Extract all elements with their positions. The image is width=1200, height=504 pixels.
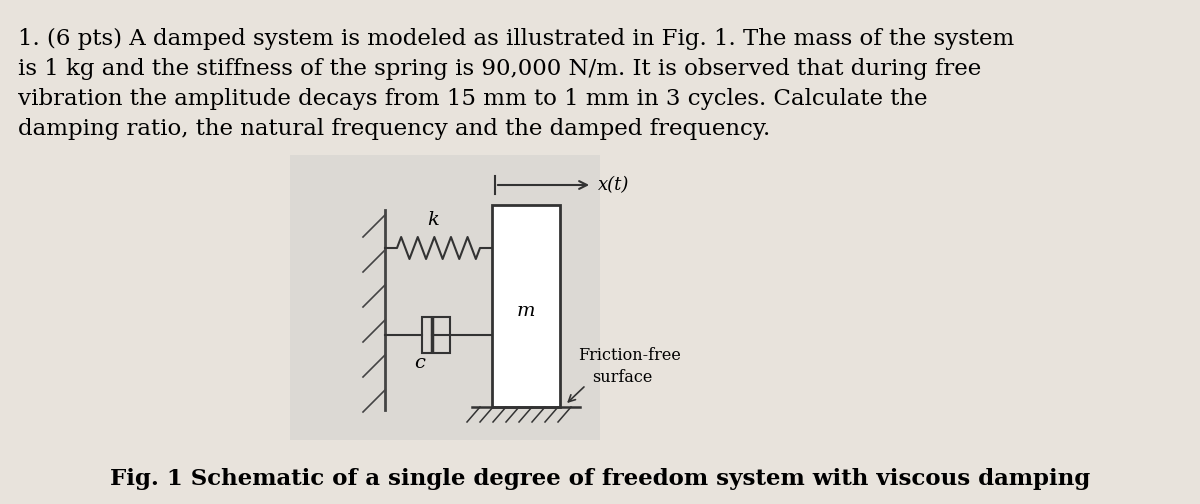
Text: 1. (6 pts) A damped system is modeled as illustrated in Fig. 1. The mass of the : 1. (6 pts) A damped system is modeled as…	[18, 28, 1014, 50]
Text: surface: surface	[592, 368, 653, 386]
Text: x(t): x(t)	[598, 176, 629, 194]
Text: c: c	[414, 354, 425, 372]
Text: Fig. 1 Schematic of a single degree of freedom system with viscous damping: Fig. 1 Schematic of a single degree of f…	[110, 468, 1090, 490]
Text: damping ratio, the natural frequency and the damped frequency.: damping ratio, the natural frequency and…	[18, 118, 770, 140]
Text: Friction-free: Friction-free	[578, 347, 680, 363]
Text: m: m	[517, 302, 535, 320]
Bar	[492, 205, 560, 407]
Bar	[290, 155, 600, 440]
Text: is 1 kg and the stiffness of the spring is 90,000 N/m. It is observed that durin: is 1 kg and the stiffness of the spring …	[18, 58, 982, 80]
Text: k: k	[427, 211, 439, 229]
Text: vibration the amplitude decays from 15 mm to 1 mm in 3 cycles. Calculate the: vibration the amplitude decays from 15 m…	[18, 88, 928, 110]
Bar	[422, 317, 450, 353]
